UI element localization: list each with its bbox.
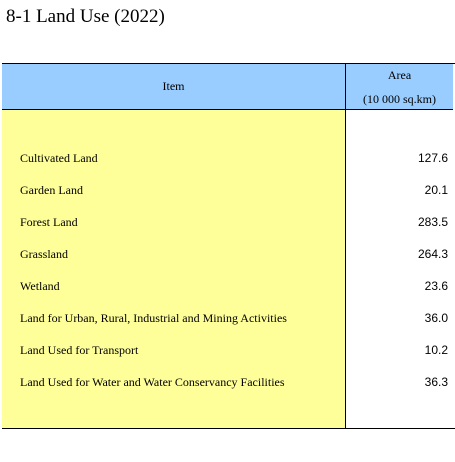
table-row: Garden Land 20.1 xyxy=(2,174,453,206)
table-row: Wetland 23.6 xyxy=(2,270,453,302)
table-header: Item Area (10 000 sq.km) xyxy=(2,64,453,110)
row-value: 36.0 xyxy=(424,311,448,325)
table-row: Grassland 264.3 xyxy=(2,238,453,270)
table-row: Cultivated Land 127.6 xyxy=(2,142,453,174)
row-label: Forest Land xyxy=(20,214,78,229)
row-label: Land Used for Transport xyxy=(20,342,139,357)
row-value: 10.2 xyxy=(424,343,448,357)
row-label: Land Used for Water and Water Conservanc… xyxy=(20,374,285,389)
table-rows: Cultivated Land 127.6 Garden Land 20.1 F… xyxy=(2,142,453,398)
row-label: Grassland xyxy=(20,246,68,261)
row-label: Wetland xyxy=(20,278,60,293)
area-column xyxy=(346,110,453,428)
row-value: 127.6 xyxy=(417,151,448,165)
row-label: Land for Urban, Rural, Industrial and Mi… xyxy=(20,310,287,325)
table-row: Land Used for Water and Water Conservanc… xyxy=(2,366,453,398)
header-area-title: Area xyxy=(387,67,412,82)
land-use-table: Item Area (10 000 sq.km) Cultivated Land… xyxy=(2,63,455,429)
page-title: 8-1 Land Use (2022) xyxy=(6,6,165,27)
row-value: 23.6 xyxy=(424,279,448,293)
row-value: 20.1 xyxy=(424,183,448,197)
table-row: Land for Urban, Rural, Industrial and Mi… xyxy=(2,302,453,334)
row-value: 264.3 xyxy=(417,247,448,261)
row-value: 283.5 xyxy=(417,215,448,229)
table-row: Land Used for Transport 10.2 xyxy=(2,334,453,366)
item-column xyxy=(2,110,346,428)
header-area: Area (10 000 sq.km) xyxy=(346,64,453,109)
row-label: Garden Land xyxy=(20,182,83,197)
row-value: 36.3 xyxy=(424,375,448,389)
table-row: Forest Land 283.5 xyxy=(2,206,453,238)
header-area-unit: (10 000 sq.km) xyxy=(363,91,436,106)
row-label: Cultivated Land xyxy=(20,150,98,165)
table-body: Cultivated Land 127.6 Garden Land 20.1 F… xyxy=(2,110,453,428)
header-item: Item xyxy=(2,64,346,109)
